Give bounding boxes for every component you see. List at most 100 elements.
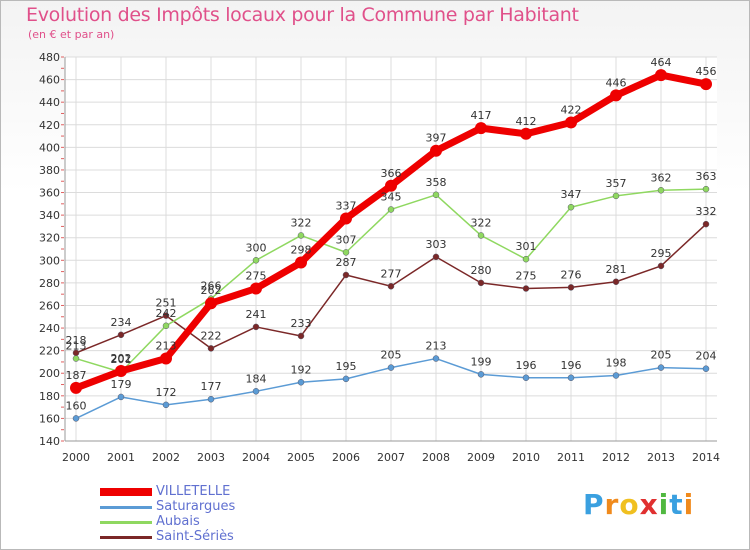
data-label: 262 — [201, 284, 222, 297]
data-label: 275 — [246, 270, 267, 283]
data-label: 213 — [66, 340, 87, 353]
data-label: 198 — [606, 356, 627, 369]
data-label: 347 — [561, 188, 582, 201]
legend-label: Aubais — [156, 514, 200, 529]
data-label: 204 — [696, 350, 717, 363]
y-tick-label: 240 — [39, 322, 60, 335]
y-tick-label: 260 — [39, 299, 60, 312]
legend-entry: Aubais — [100, 514, 300, 530]
data-point — [295, 256, 307, 269]
data-label: 357 — [606, 177, 627, 190]
y-tick-label: 440 — [39, 96, 60, 109]
data-label: 218 — [66, 334, 87, 347]
data-label: 184 — [246, 372, 267, 385]
x-tick-label: 2009 — [467, 451, 495, 464]
x-tick-label: 2011 — [557, 451, 585, 464]
data-label: 276 — [561, 268, 582, 281]
data-label: 307 — [336, 233, 357, 246]
logo-letter: o — [619, 488, 640, 521]
data-label: 456 — [696, 65, 717, 78]
data-point — [657, 187, 665, 194]
data-point — [430, 144, 442, 157]
data-label: 275 — [516, 270, 537, 283]
data-point — [207, 395, 215, 403]
legend-label: Saint-Sériès — [156, 529, 234, 544]
data-label: 205 — [381, 349, 402, 362]
data-point — [70, 381, 82, 394]
data-label: 196 — [516, 359, 537, 372]
x-tick-label: 2004 — [242, 451, 270, 464]
y-tick-label: 320 — [39, 232, 60, 245]
data-point — [475, 122, 487, 135]
chart-title: Evolution des Impôts locaux pour la Comm… — [26, 4, 579, 26]
data-point — [342, 271, 350, 279]
legend-swatch — [100, 536, 152, 539]
data-point — [385, 179, 397, 192]
data-label: 196 — [561, 359, 582, 372]
data-point — [477, 371, 485, 378]
logo-letter: P — [583, 488, 605, 521]
data-label: 303 — [426, 238, 447, 251]
data-label: 417 — [471, 109, 492, 122]
data-label: 179 — [111, 378, 132, 391]
data-label: 192 — [291, 363, 312, 376]
data-label: 205 — [651, 349, 672, 362]
data-point — [117, 393, 125, 401]
data-point — [432, 355, 440, 362]
data-label: 446 — [606, 76, 627, 89]
data-point — [657, 364, 665, 371]
x-tick-label: 2001 — [107, 451, 135, 464]
data-label: 322 — [471, 216, 492, 229]
data-point — [700, 78, 712, 91]
y-tick-label: 380 — [39, 164, 60, 177]
y-tick-label: 400 — [39, 141, 60, 154]
y-tick-label: 180 — [39, 390, 60, 403]
data-label: 363 — [696, 170, 717, 183]
data-point — [702, 365, 710, 372]
data-label: 366 — [381, 167, 402, 180]
y-tick-label: 160 — [39, 412, 60, 425]
y-tick-label: 300 — [39, 254, 60, 267]
legend-swatch — [100, 521, 152, 524]
chart-subtitle: (en € et par an) — [28, 28, 115, 41]
x-tick-label: 2007 — [377, 451, 405, 464]
legend-entry: Saturargues — [100, 499, 300, 515]
data-label: 242 — [156, 307, 177, 320]
data-point — [162, 322, 170, 330]
data-point — [297, 379, 305, 386]
legend-swatch — [100, 506, 152, 509]
data-label: 287 — [336, 256, 357, 269]
data-point — [72, 355, 80, 362]
data-point — [342, 375, 350, 383]
data-point — [72, 415, 80, 422]
data-point — [252, 257, 260, 264]
data-point — [522, 374, 530, 382]
data-point — [387, 364, 395, 371]
data-point — [297, 332, 305, 340]
data-label: 358 — [426, 176, 447, 189]
data-point — [477, 279, 485, 287]
data-point — [477, 232, 485, 239]
y-tick-label: 340 — [39, 209, 60, 222]
x-tick-label: 2003 — [197, 451, 225, 464]
data-point — [340, 212, 352, 225]
data-label: 281 — [606, 263, 627, 276]
data-point — [655, 69, 667, 82]
data-label: 213 — [156, 340, 177, 353]
data-label: 345 — [381, 190, 402, 203]
x-tick-label: 2005 — [287, 451, 315, 464]
data-point — [297, 232, 305, 239]
data-point — [702, 220, 710, 228]
data-label: 241 — [246, 308, 267, 321]
x-tick-label: 2006 — [332, 451, 360, 464]
data-point — [117, 331, 125, 339]
data-label: 234 — [111, 316, 132, 329]
x-tick-label: 2012 — [602, 451, 630, 464]
data-point — [115, 364, 127, 377]
y-tick-label: 220 — [39, 345, 60, 358]
legend-label: VILLETELLE — [156, 484, 231, 499]
data-label: 213 — [426, 340, 447, 353]
legend-swatch — [100, 488, 152, 496]
data-point — [207, 345, 215, 352]
data-point — [522, 255, 530, 263]
